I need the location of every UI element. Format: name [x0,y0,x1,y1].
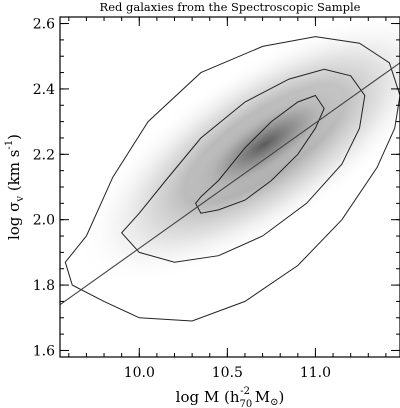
x-axis-label-sub: 70 [239,399,252,408]
y-axis-label-main: log σ [5,202,23,240]
contour-inner [195,94,325,214]
y-tick-label: 2.4 [33,82,55,98]
x-axis-label-close: ) [279,388,285,406]
y-axis-label-sub: v [15,196,26,203]
density-shading [78,17,400,286]
x-axis-label-main: log M (h [176,388,240,406]
x-tick-label: 11.0 [300,365,331,381]
y-axis-label: log σv (km s-1) [4,134,26,240]
y-tick-label: 2.0 [33,213,55,229]
y-tick-label: 2.6 [33,17,55,33]
fit-line [60,62,400,306]
y-axis-label-sup: -1 [4,140,15,150]
x-tick-label: 10.0 [124,365,155,381]
contour-middle [121,68,366,263]
x-axis: 10.0 10.5 11.0 [68,17,387,381]
y-tick-label: 1.8 [33,278,55,294]
y-tick-label: 1.6 [33,343,55,359]
y-axis-label-mid: (km s [5,150,23,196]
plot-area [60,17,400,322]
contour-layer [64,36,400,322]
x-tick-label: 10.5 [212,365,243,381]
y-axis: 1.6 1.8 2.0 2.2 2.4 2.6 [33,17,400,359]
x-axis-label-sun: ⊙ [270,397,278,408]
y-axis-label-close: ) [5,134,23,140]
x-axis-label-sup: -2 [240,386,250,397]
chart-title: Red galaxies from the Spectroscopic Samp… [100,0,361,14]
contour-outer [64,36,400,322]
x-axis-label-tail: M [250,388,270,406]
x-axis-label: log M (h70 -2 M⊙) [176,386,285,408]
y-tick-label: 2.2 [33,147,55,163]
